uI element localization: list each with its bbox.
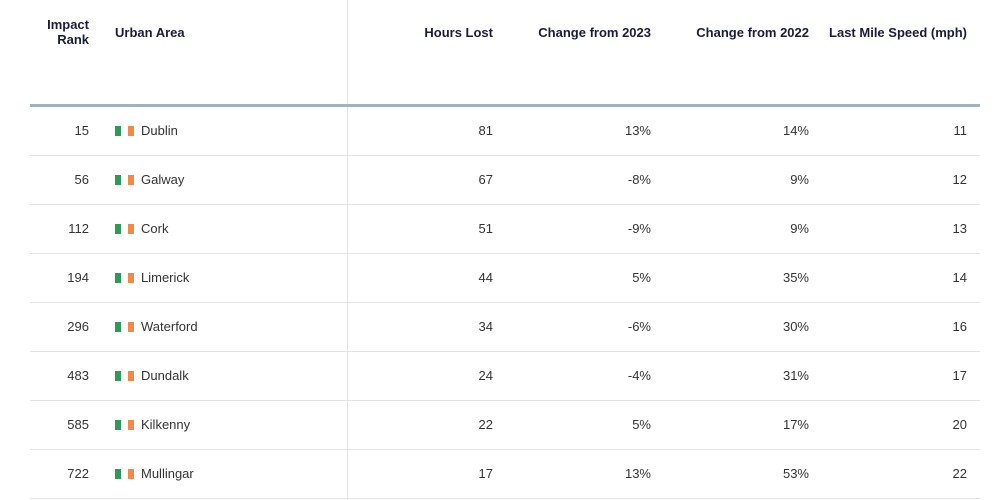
header-impact-rank[interactable]: Impact Rank	[47, 17, 89, 47]
header-hours-lost[interactable]: Hours Lost	[424, 25, 493, 40]
hours-lost: 34	[478, 319, 493, 334]
last-mile-speed: 20	[952, 417, 967, 432]
last-mile-speed: 14	[952, 270, 967, 285]
header-change-2023[interactable]: Change from 2023	[538, 25, 651, 40]
change-from-2022: 9%	[790, 221, 809, 236]
change-from-2023: -9%	[627, 221, 651, 236]
last-mile-speed: 16	[952, 319, 967, 334]
hours-lost: 44	[478, 270, 493, 285]
change-from-2022: 30%	[782, 319, 809, 334]
hours-lost: 67	[478, 172, 493, 187]
column-divider	[347, 0, 348, 500]
change-from-2022: 53%	[782, 466, 809, 481]
ireland-flag-icon	[115, 322, 135, 332]
impact-rank: 722	[67, 466, 89, 481]
urban-area: Galway	[141, 172, 185, 187]
urban-area: Limerick	[141, 270, 190, 285]
last-mile-speed: 11	[953, 123, 968, 138]
change-from-2023: -4%	[627, 368, 651, 383]
change-from-2023: 13%	[624, 466, 651, 481]
table-row: 15 Dublin 81 13% 14% 11	[30, 107, 980, 156]
header-last-mile-speed[interactable]: Last Mile Speed (mph)	[829, 25, 967, 40]
change-from-2023: -6%	[627, 319, 651, 334]
change-from-2022: 14%	[782, 123, 809, 138]
last-mile-speed: 12	[952, 172, 967, 187]
impact-rank: 194	[67, 270, 89, 285]
hours-lost: 17	[478, 466, 493, 481]
hours-lost: 24	[478, 368, 493, 383]
table-row: 112 Cork 51 -9% 9% 13	[30, 205, 980, 254]
impact-rank: 56	[74, 172, 89, 187]
impact-rank: 112	[68, 221, 89, 236]
change-from-2023: 13%	[624, 123, 651, 138]
urban-area: Waterford	[141, 319, 198, 334]
table-row: 56 Galway 67 -8% 9% 12	[30, 156, 980, 205]
impact-rank: 483	[67, 368, 89, 383]
urban-area: Dublin	[141, 123, 178, 138]
impact-rank: 15	[74, 123, 89, 138]
header-rank-line2: Rank	[57, 32, 89, 47]
change-from-2023: 5%	[632, 417, 651, 432]
header-rank-line1: Impact	[47, 17, 89, 32]
hours-lost: 81	[478, 123, 493, 138]
change-from-2022: 35%	[782, 270, 809, 285]
last-mile-speed: 13	[952, 221, 967, 236]
ireland-flag-icon	[115, 273, 135, 283]
urban-area: Cork	[141, 221, 169, 236]
table-row: 194 Limerick 44 5% 35% 14	[30, 254, 980, 303]
header-urban-area[interactable]: Urban Area	[115, 25, 185, 40]
last-mile-speed: 17	[952, 368, 967, 383]
table-row: 296 Waterford 34 -6% 30% 16	[30, 303, 980, 352]
urban-area: Dundalk	[141, 368, 189, 383]
table-row: 483 Dundalk 24 -4% 31% 17	[30, 352, 980, 401]
change-from-2022: 17%	[782, 417, 809, 432]
ireland-flag-icon	[115, 175, 135, 185]
table-header: Impact Rank Urban Area Hours Lost Change…	[30, 0, 980, 107]
ireland-flag-icon	[115, 224, 135, 234]
impact-rank: 296	[67, 319, 89, 334]
change-from-2023: 5%	[632, 270, 651, 285]
change-from-2023: -8%	[627, 172, 651, 187]
impact-rank: 585	[67, 417, 89, 432]
change-from-2022: 9%	[790, 172, 809, 187]
ireland-flag-icon	[115, 371, 135, 381]
ireland-flag-icon	[115, 420, 135, 430]
header-change-2022[interactable]: Change from 2022	[696, 25, 809, 40]
urban-area: Mullingar	[141, 466, 194, 481]
last-mile-speed: 22	[952, 466, 967, 481]
table-row: 722 Mullingar 17 13% 53% 22	[30, 450, 980, 499]
hours-lost: 51	[478, 221, 493, 236]
ireland-flag-icon	[115, 469, 135, 479]
change-from-2022: 31%	[782, 368, 809, 383]
ireland-flag-icon	[115, 126, 135, 136]
urban-area: Kilkenny	[141, 417, 191, 432]
hours-lost: 22	[478, 417, 493, 432]
table-row: 585 Kilkenny 22 5% 17% 20	[30, 401, 980, 450]
